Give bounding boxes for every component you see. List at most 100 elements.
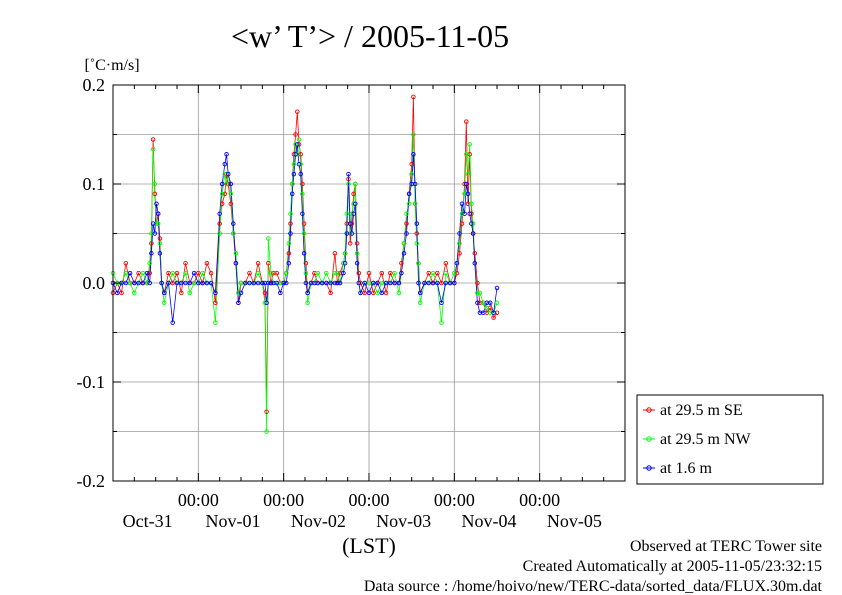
data-point [439, 280, 444, 286]
data-point [417, 300, 423, 306]
data-point [346, 171, 351, 177]
data-point [296, 161, 302, 167]
data-point [243, 280, 248, 286]
data-point [347, 221, 353, 226]
data-point [470, 231, 476, 236]
data-point [375, 280, 380, 286]
data-point [439, 300, 444, 306]
data-point [491, 315, 496, 320]
data-point [262, 300, 268, 306]
data-point [422, 280, 427, 286]
data-point [335, 280, 340, 286]
data-point [217, 221, 222, 226]
data-point [204, 280, 210, 286]
data-point [443, 260, 449, 266]
data-point [170, 270, 175, 276]
data-point [154, 201, 159, 207]
data-point [295, 109, 300, 114]
data-point [315, 270, 321, 276]
data-point [149, 241, 154, 246]
data-point [150, 221, 156, 226]
data-point [469, 221, 474, 226]
data-point [228, 181, 234, 187]
data-point [379, 270, 385, 276]
data-point [233, 260, 239, 266]
y-tick-label: -0.1 [77, 372, 106, 392]
data-point [487, 300, 493, 306]
data-point [481, 310, 486, 315]
data-point [231, 221, 236, 226]
data-point [288, 231, 293, 236]
data-point [157, 251, 163, 256]
data-point [152, 181, 158, 187]
data-point [443, 270, 449, 276]
data-point [475, 300, 480, 306]
data-point [155, 211, 161, 216]
data-point [274, 270, 280, 276]
data-point [396, 290, 402, 296]
data-point [354, 251, 360, 256]
data-point [200, 280, 205, 286]
data-point [255, 280, 261, 286]
data-point [293, 132, 298, 137]
data-point [161, 290, 167, 296]
data-point [371, 290, 376, 296]
data-point [291, 171, 297, 177]
data-point [383, 290, 389, 296]
data-point [170, 280, 175, 286]
data-point [289, 181, 295, 187]
data-point [399, 270, 404, 276]
data-point [412, 181, 418, 187]
data-point [315, 280, 321, 286]
data-point [274, 280, 280, 286]
data-point [356, 270, 362, 276]
data-point [414, 231, 420, 236]
data-point [247, 280, 252, 286]
data-point [462, 211, 467, 216]
data-point [362, 280, 367, 286]
data-point [152, 191, 158, 197]
data-point [301, 251, 307, 256]
data-point [332, 280, 338, 286]
data-point [328, 290, 333, 296]
data-point [288, 211, 293, 216]
data-point [388, 280, 393, 286]
data-point [238, 280, 244, 286]
data-point [426, 270, 431, 276]
data-point [140, 270, 146, 276]
data-point [342, 260, 348, 266]
x-tick-label-date: Nov-05 [547, 511, 602, 531]
data-point [127, 280, 133, 286]
data-point [225, 181, 231, 187]
data-point [213, 290, 218, 296]
x-tick-label-date: Nov-03 [376, 511, 431, 531]
y-tick-label: -0.2 [77, 471, 106, 491]
data-point [409, 171, 414, 177]
data-point [140, 280, 146, 286]
data-point [196, 280, 201, 286]
data-point [414, 221, 420, 226]
data-point [289, 191, 295, 197]
data-point [291, 161, 297, 167]
data-point [435, 280, 440, 286]
data-point [469, 211, 474, 216]
data-point [366, 290, 372, 296]
data-point [123, 260, 129, 266]
data-point [266, 236, 271, 241]
data-point [166, 280, 171, 286]
data-point [155, 221, 161, 226]
data-point [362, 290, 367, 296]
legend-marker [646, 407, 652, 413]
data-point [224, 181, 229, 187]
data-point [344, 231, 350, 236]
data-point [187, 290, 193, 296]
data-point [371, 280, 376, 286]
data-point [222, 161, 228, 167]
data-point [283, 280, 289, 286]
data-point [404, 211, 409, 216]
data-point [409, 161, 414, 167]
data-point [401, 241, 407, 246]
data-point [464, 152, 469, 157]
data-point [152, 231, 158, 236]
